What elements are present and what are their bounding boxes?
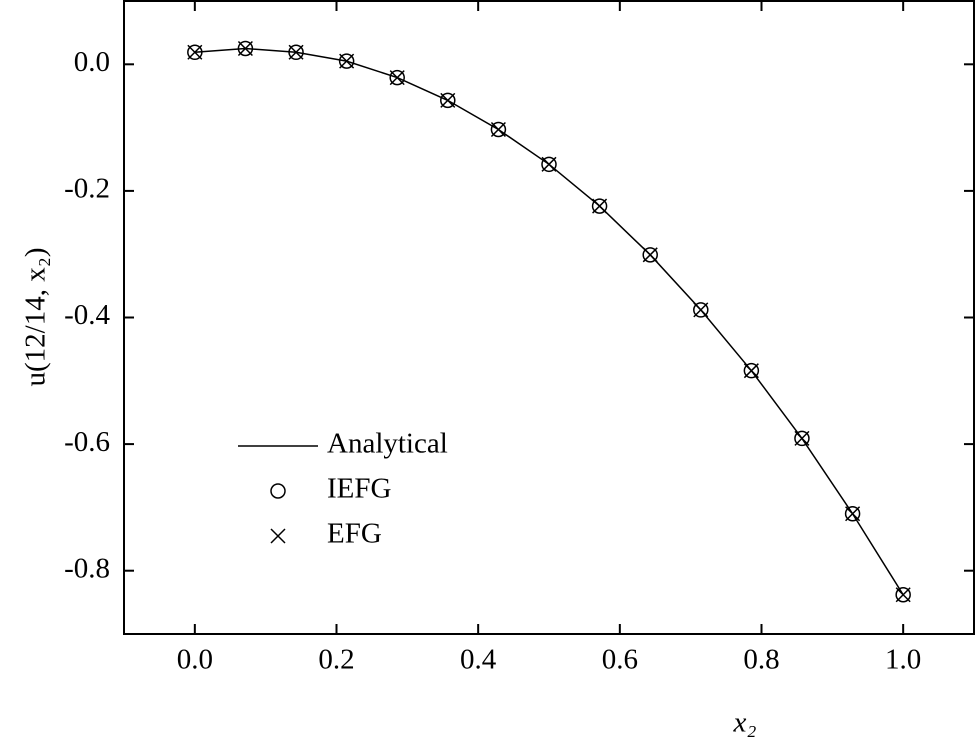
plot-frame (123, 0, 975, 635)
point (490, 121, 506, 138)
point (541, 156, 557, 173)
point (794, 430, 810, 447)
legend-marker (270, 483, 286, 499)
point (592, 198, 608, 214)
y-axis-label: u(12/14, x₂) (20, 248, 52, 387)
series-line (194, 47, 904, 596)
legend-marker (270, 528, 286, 544)
point (591, 198, 608, 214)
y-tick-label: -0.2 (64, 173, 110, 205)
point (743, 363, 759, 379)
point (440, 92, 456, 109)
point (743, 362, 760, 379)
point (844, 505, 861, 522)
y-tick-label: -0.8 (64, 552, 110, 584)
point (541, 156, 557, 172)
x-tick-label: 0.6 (602, 644, 638, 676)
y-tick-label: 0.0 (74, 46, 110, 78)
x-tick-label: 0.8 (743, 644, 779, 676)
point (237, 40, 253, 57)
x-tick-label: 0.4 (460, 644, 497, 676)
legend-label: IEFG (327, 473, 392, 505)
point (693, 302, 709, 318)
x-tick-label: 0.2 (318, 644, 354, 676)
point (288, 44, 304, 60)
point (187, 44, 203, 60)
point (845, 506, 861, 522)
y-tick-label: -0.6 (64, 426, 110, 458)
x-tick-label: 0.0 (177, 644, 213, 676)
point (187, 44, 203, 61)
point (895, 587, 911, 603)
point (642, 247, 658, 263)
point (288, 44, 304, 61)
y-tick-label: -0.4 (64, 299, 110, 331)
point (237, 40, 254, 57)
point (338, 53, 355, 69)
point (693, 302, 709, 318)
point (389, 69, 405, 86)
point (642, 247, 658, 263)
legend-label: Analytical (327, 428, 448, 460)
point (440, 92, 456, 108)
point (895, 587, 911, 603)
x-tick-label: 1.0 (885, 644, 921, 676)
point (794, 430, 810, 446)
point (339, 53, 355, 69)
x-axis-label: x₂ (733, 707, 757, 739)
legend-label: EFG (327, 518, 382, 550)
point (490, 121, 507, 138)
point (389, 70, 405, 86)
